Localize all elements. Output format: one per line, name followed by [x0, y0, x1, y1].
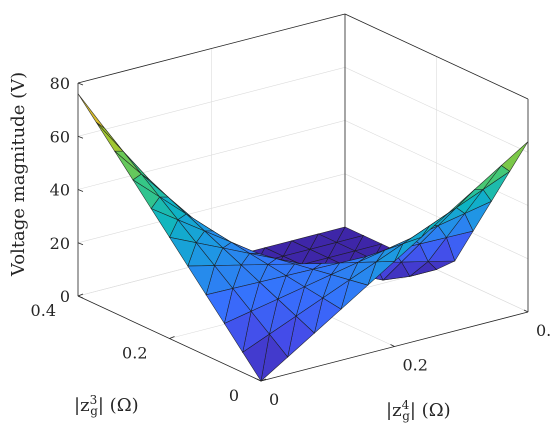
surface-facet	[168, 236, 197, 267]
y-axis-label-pre: |z	[74, 395, 90, 416]
z-tick-mark	[77, 242, 84, 246]
surface-facet	[242, 333, 270, 382]
y-tick-label: 0.2	[122, 344, 147, 363]
x-axis-label-pre: |z	[386, 400, 402, 421]
z-tick-label: 80	[50, 74, 70, 93]
x-axis-label: |z4 g| (Ω)	[386, 398, 451, 423]
surface-facet	[340, 279, 369, 311]
z-tick-mark	[77, 82, 84, 86]
surface-facet	[77, 93, 105, 129]
y-axis-label-sup: 3	[90, 393, 98, 407]
x-axis-label-post: | (Ω)	[410, 400, 451, 421]
y-axis-label-sub: g	[90, 404, 98, 418]
y-axis-label-post: | (Ω)	[98, 395, 139, 416]
z-tick-mark	[77, 189, 84, 192]
y-tick-mark	[169, 336, 175, 339]
surface-facet	[114, 150, 142, 181]
surface-facet	[447, 189, 475, 214]
surface	[77, 93, 529, 382]
box-edge-back	[77, 13, 346, 84]
y-tick-mark	[77, 293, 84, 297]
z-tick-mark	[77, 295, 84, 299]
box-edge-back	[344, 13, 529, 100]
z-tick-label: 0	[60, 287, 70, 306]
x-tick-label: 0.2	[403, 356, 428, 375]
surface-facet	[96, 122, 124, 152]
surface-facet	[150, 207, 179, 238]
y-axis-label: |z3 g| (Ω)	[74, 393, 139, 418]
x-axis-label-sup: 4	[402, 398, 410, 412]
y-tick-label: 0.4	[31, 301, 56, 320]
grid-line	[77, 13, 529, 100]
surface-facet	[187, 265, 215, 296]
surface-facet	[132, 179, 161, 210]
z-tick-label: 20	[50, 234, 70, 253]
x-tick-mark	[390, 344, 395, 347]
y-tick-mark	[260, 378, 267, 382]
z-axis-label: Voltage magnitude (V)	[8, 72, 29, 277]
x-axis-label-sub: g	[402, 409, 410, 423]
y-tick-label: 0	[229, 386, 239, 405]
x-tick-label: 0	[269, 390, 279, 409]
surface-facet	[223, 310, 252, 354]
x-tick-mark	[523, 309, 529, 313]
grid-line	[77, 66, 529, 153]
x-tick-mark	[256, 378, 262, 382]
z-tick-label: 60	[50, 127, 70, 146]
x-tick-label: 0.4	[536, 321, 550, 340]
z-tick-mark	[77, 135, 84, 139]
z-tick-label: 40	[50, 181, 70, 200]
